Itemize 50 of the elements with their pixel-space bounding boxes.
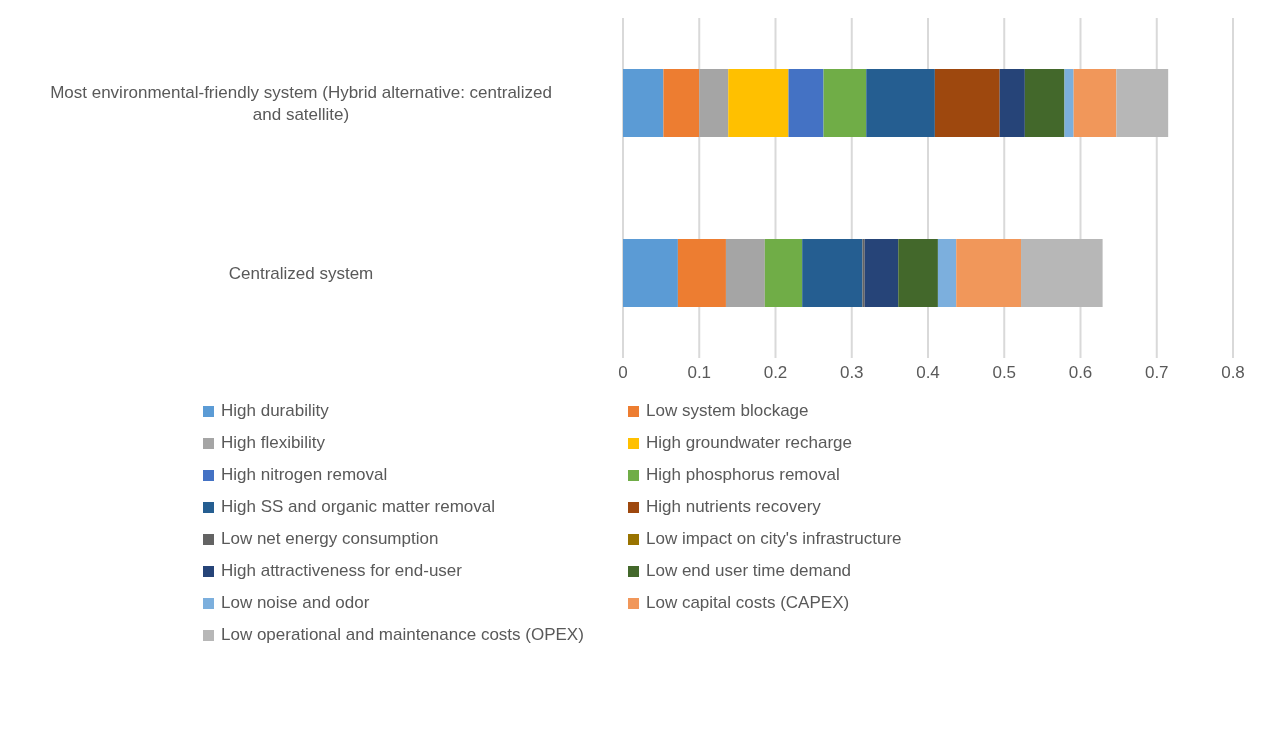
legend-label: High flexibility: [221, 433, 325, 453]
bar: [623, 239, 678, 307]
bar: [699, 69, 729, 137]
bar: [728, 69, 789, 137]
x-tick-label: 0.8: [1221, 363, 1245, 383]
legend-label: Low noise and odor: [221, 593, 370, 613]
bar: [898, 239, 938, 307]
bar: [1021, 239, 1103, 307]
x-tick-label: 0.4: [916, 363, 940, 383]
legend-label: Low system blockage: [646, 401, 809, 421]
bar: [623, 69, 664, 137]
bar: [1073, 69, 1117, 137]
bar: [677, 239, 726, 307]
legend-label: High durability: [221, 401, 329, 421]
bar: [866, 69, 935, 137]
bar: [788, 69, 824, 137]
x-tick-label: 0: [618, 363, 628, 383]
bar: [1064, 69, 1074, 137]
legend-label: High nutrients recovery: [646, 497, 821, 517]
bar: [862, 239, 865, 307]
x-tick-label: 0.6: [1068, 363, 1093, 383]
legend-label: Low capital costs (CAPEX): [646, 593, 850, 613]
bar: [764, 239, 803, 307]
bar: [823, 69, 867, 137]
legend-label: High attractiveness for end-user: [221, 561, 462, 581]
y-tick-label: Most environmental-friendly system (Hybrid alternative: centralized and satellite): [50, 82, 552, 124]
x-tick-label: 0.3: [839, 363, 864, 383]
y-tick-label: Centralized system: [228, 263, 374, 283]
bar: [1116, 69, 1169, 137]
bar: [999, 69, 1025, 137]
legend-label: High SS and organic matter removal: [221, 497, 496, 517]
legend-label: Low operational and maintenance costs (OPEX): [221, 625, 584, 645]
bar: [956, 239, 1022, 307]
legend-label: High groundwater recharge: [646, 433, 853, 453]
bar: [725, 239, 765, 307]
x-tick-label: 0.2: [763, 363, 788, 383]
bar: [864, 239, 899, 307]
bar: [937, 239, 957, 307]
bar: [934, 69, 1000, 137]
legend-label: Low net energy consumption: [221, 529, 439, 549]
bar: [1024, 69, 1065, 137]
bar: [802, 239, 863, 307]
x-tick-label: 0.7: [1144, 363, 1169, 383]
legend-label: Low impact on city's infrastructure: [646, 529, 902, 549]
x-tick-label: 0.5: [992, 363, 1017, 383]
legend-label: High phosphorus removal: [646, 465, 840, 485]
bar: [663, 69, 700, 137]
legend-label: Low end user time demand: [646, 561, 852, 581]
legend-label: High nitrogen removal: [221, 465, 388, 485]
x-tick-label: 0.1: [687, 363, 712, 383]
